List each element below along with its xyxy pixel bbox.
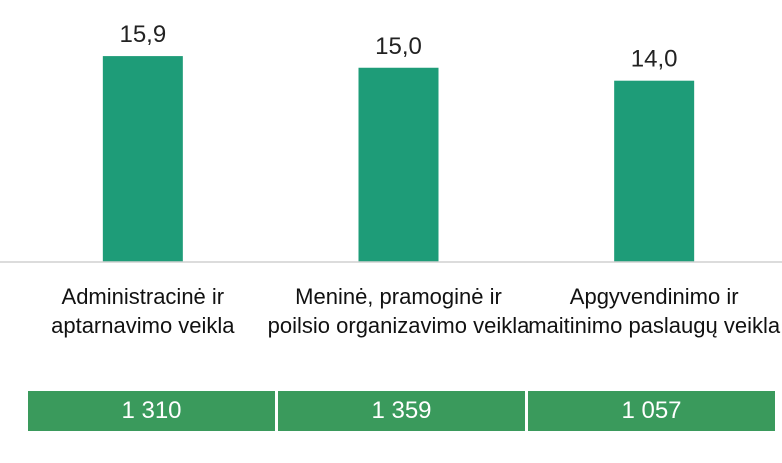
table-cell: 1 359: [278, 391, 525, 431]
value-label: 15,0: [375, 33, 422, 60]
table-cell: 1 310: [28, 391, 275, 431]
value-label: 15,9: [119, 21, 166, 48]
x-tick-label: Meninė, pramoginė ir poilsio organizavim…: [267, 284, 530, 338]
bar: [102, 56, 183, 262]
table-cell: 1 057: [528, 391, 775, 431]
bar: [358, 67, 439, 262]
x-tick-label: Administracinė ir aptarnavimo veikla: [51, 284, 235, 338]
value-label: 14,0: [631, 46, 678, 73]
x-tick-label: Apgyvendinimo ir maitinimo paslaugų veik…: [528, 284, 781, 338]
bar: [614, 80, 695, 262]
